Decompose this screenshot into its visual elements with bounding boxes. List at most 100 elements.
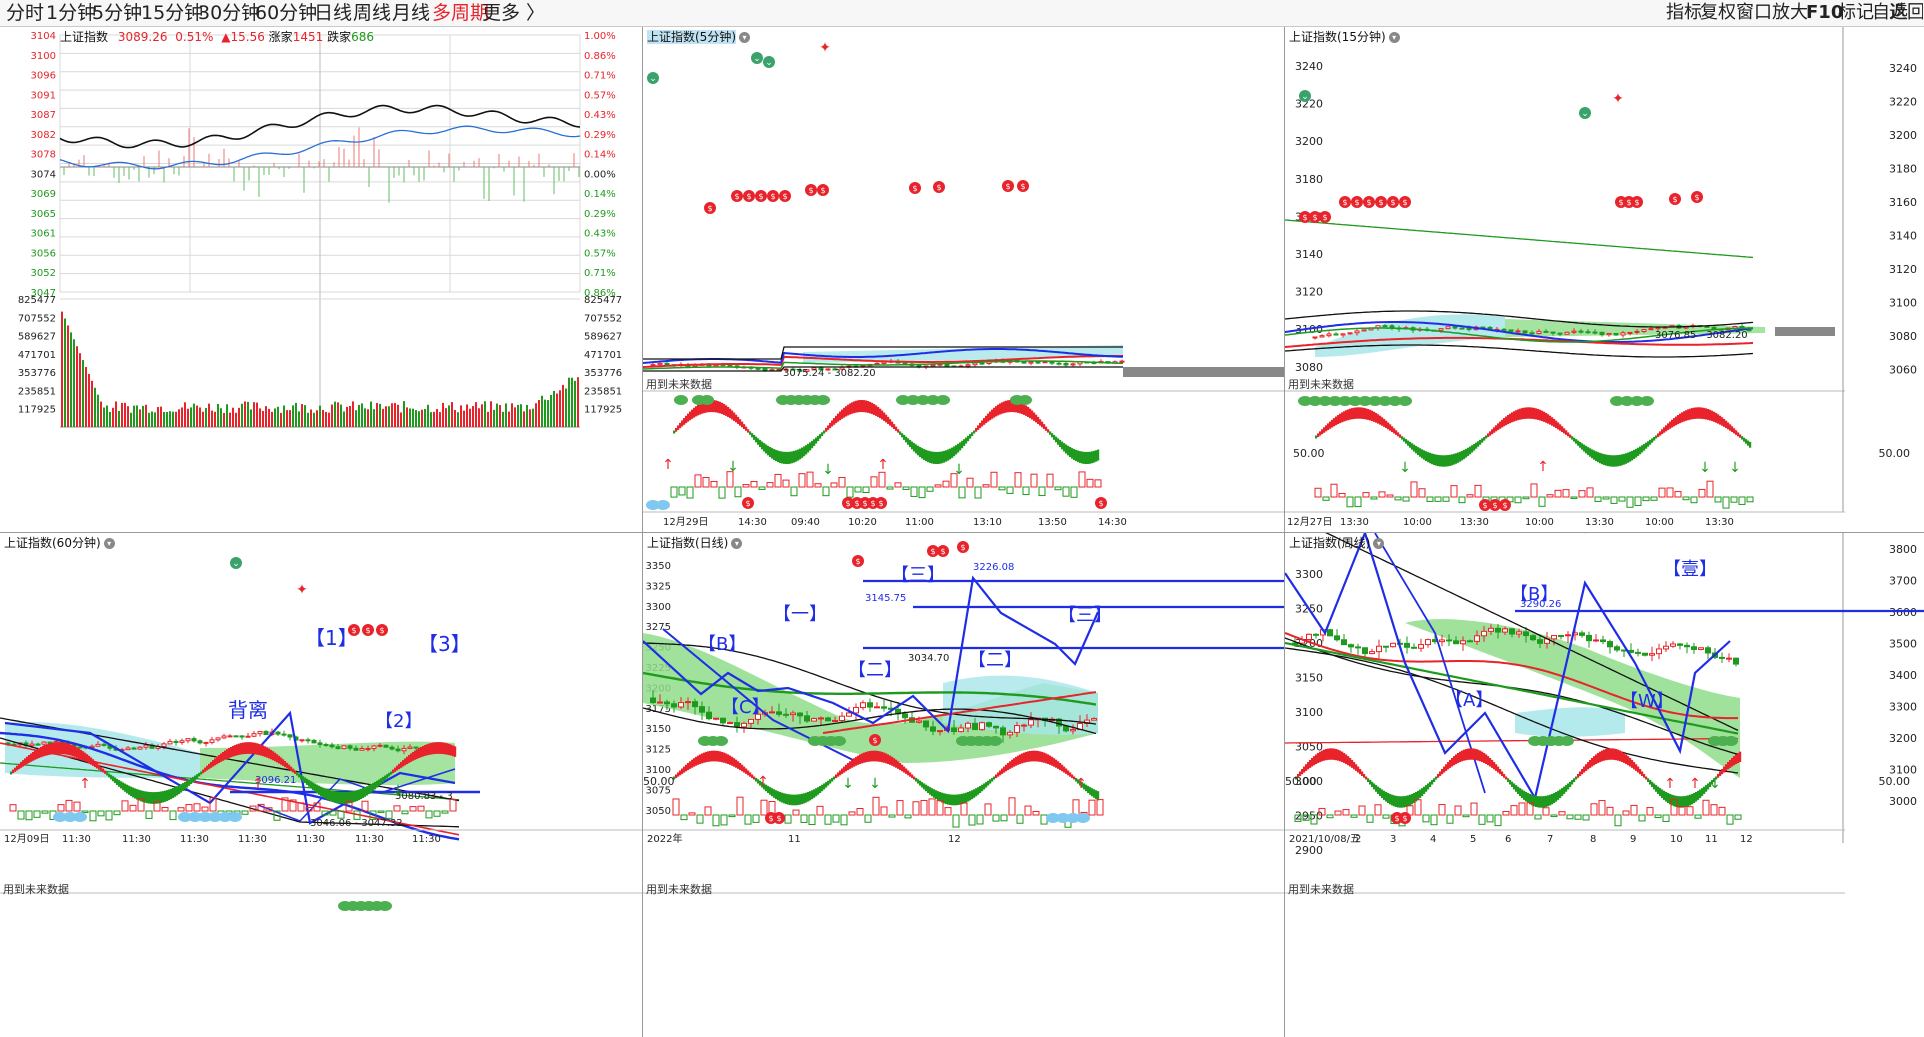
momentum-ribbon-segment — [1429, 781, 1432, 788]
momentum-ribbon-segment — [1479, 439, 1482, 445]
period-tab-monthly[interactable]: 月线 — [392, 2, 431, 24]
volume-bar — [1478, 814, 1486, 825]
m60-menu-icon[interactable]: ▾ — [103, 538, 115, 549]
price-axis-label: 3104 — [31, 31, 56, 42]
volume-bar — [854, 486, 862, 493]
period-tab-15min[interactable]: 15分钟 — [141, 2, 204, 24]
momentum-ribbon-segment — [677, 425, 680, 430]
sell-signal-icon — [1363, 196, 1375, 208]
back-button[interactable]: 返回 — [1889, 2, 1923, 23]
volume-bar — [369, 810, 377, 820]
momentum-ribbon-segment — [446, 743, 449, 755]
watchlist-button[interactable]: 自选 — [1872, 2, 1908, 23]
mark-button[interactable]: 标记 — [1838, 2, 1874, 23]
tick-chart-panel[interactable]: 上证指数 3089.26 0.51% ▲15.56 涨家1451 跌家686 3… — [0, 27, 643, 533]
period-tab-5min[interactable]: 5分钟 — [92, 2, 143, 24]
period-tab-1min[interactable]: 1分钟 — [46, 2, 97, 24]
candle-body — [1522, 330, 1528, 334]
m5-chart-panel[interactable]: 上证指数(5分钟) ▾ 3075.24 - 3082.20 ⌄ ⌄ ✦ $ $ $ $ $ $ $ $ $… — [643, 27, 1285, 533]
momentum-ribbon-segment — [931, 451, 934, 464]
blue-signal-icon — [1056, 813, 1070, 823]
indicator-button[interactable]: 指标 — [1666, 2, 1702, 23]
momentum-ribbon-segment — [985, 415, 988, 424]
sell-signal-icon — [805, 184, 817, 196]
price-axis-label: 3200 — [1889, 129, 1917, 142]
candle-body — [1684, 644, 1690, 648]
time-axis-label: 13:50 — [1038, 517, 1067, 528]
period-tab-multi[interactable]: 多周期 — [432, 2, 490, 24]
window-button[interactable]: 窗口 — [1736, 2, 1772, 23]
momentum-ribbon-segment — [807, 443, 810, 453]
week-menu-icon[interactable]: ▾ — [1373, 538, 1385, 549]
momentum-ribbon-segment — [1613, 748, 1616, 760]
ok-signal-icon — [1610, 396, 1624, 406]
volume-bar — [1334, 810, 1342, 816]
momentum-ribbon-segment — [338, 791, 341, 804]
momentum-ribbon-segment — [394, 767, 397, 772]
volume-axis-label: 707552 — [18, 313, 56, 324]
momentum-ribbon-segment — [789, 794, 792, 806]
m15-menu-icon[interactable]: ▾ — [1388, 32, 1400, 43]
period-tab-weekly[interactable]: 周线 — [353, 2, 392, 24]
momentum-ribbon-segment — [911, 441, 914, 450]
m5-menu-icon[interactable]: ▾ — [739, 32, 750, 43]
momentum-ribbon-segment — [827, 780, 830, 786]
day-menu-icon[interactable]: ▾ — [731, 538, 743, 549]
sell-signal-icon — [1691, 191, 1703, 203]
period-tab-daily[interactable]: 日线 — [314, 2, 353, 24]
momentum-ribbon-segment — [142, 790, 145, 803]
momentum-ribbon-segment — [715, 400, 718, 413]
momentum-ribbon-segment — [1019, 401, 1022, 414]
sell-signal-glyph: $ — [758, 192, 763, 201]
candle-body — [699, 706, 705, 713]
momentum-ribbon-segment — [759, 780, 762, 786]
momentum-ribbon-segment — [1441, 455, 1444, 467]
volume-axis-label: 471701 — [584, 350, 622, 361]
volume-bar — [968, 814, 976, 826]
period-tab-60min[interactable]: 60分钟 — [255, 2, 318, 24]
buy-signal-glyph: ⌄ — [1301, 92, 1309, 102]
volume-bar — [1678, 806, 1686, 816]
week-chart-panel[interactable]: 上证指数(周线) ▾ 3300 3250 3200 3150 3100 3050 3000 29… — [1285, 533, 1924, 1037]
adjust-button[interactable]: 复权 — [1700, 2, 1736, 23]
zoom-button[interactable]: 放大 — [1772, 2, 1808, 23]
volume-bar — [1374, 804, 1382, 816]
momentum-ribbon-segment — [150, 792, 153, 804]
candle-body — [1649, 653, 1655, 656]
f10-button[interactable]: F10 — [1806, 2, 1844, 23]
momentum-ribbon-segment — [845, 764, 848, 772]
day-chart-panel[interactable]: 上证指数(日线)▾ 335033253300327532503225320031… — [643, 533, 1285, 1037]
price-axis-label: 2900 — [1295, 844, 1323, 857]
period-tab-tick[interactable]: 分时 — [6, 2, 45, 24]
momentum-ribbon-segment — [1651, 438, 1654, 443]
volume-bar — [441, 810, 449, 814]
butterfly-icon: ✦ — [296, 582, 308, 598]
momentum-ribbon-segment — [1645, 442, 1648, 449]
momentum-ribbon-segment — [717, 401, 720, 413]
momentum-ribbon-segment — [1619, 454, 1622, 466]
momentum-ribbon-segment — [434, 742, 437, 755]
momentum-ribbon-segment — [1653, 436, 1656, 441]
sell-signal-glyph: $ — [770, 192, 775, 201]
momentum-ribbon-segment — [1331, 748, 1334, 760]
momentum-ribbon-segment — [775, 449, 778, 462]
candle-body — [1488, 627, 1494, 632]
m15-chart-panel[interactable]: 上证指数(15分钟)▾ 3240322032003180316031403120… — [1285, 27, 1924, 533]
momentum-ribbon-segment — [54, 742, 57, 755]
momentum-ribbon-segment — [807, 791, 810, 802]
candle-body — [790, 368, 796, 371]
momentum-ribbon-segment — [849, 761, 852, 769]
volume-bar — [798, 473, 806, 488]
momentum-ribbon-segment — [1377, 786, 1380, 794]
momentum-ribbon-segment — [396, 765, 399, 771]
time-axis-label: 9 — [1630, 834, 1636, 845]
momentum-ribbon-segment — [398, 763, 401, 770]
period-tab-more[interactable]: 更多 〉 — [482, 2, 546, 24]
momentum-ribbon-segment — [913, 776, 916, 780]
period-tab-30min[interactable]: 30分钟 — [198, 2, 261, 24]
candle-body — [1508, 329, 1514, 332]
m60-chart-panel[interactable]: 上证指数(60分钟) ▾ 3096.21 3046.06 - 3047.32 3080… — [0, 533, 643, 1037]
momentum-ribbon-segment — [64, 742, 67, 755]
price-axis-label: 3240 — [1889, 62, 1917, 75]
tick-header: 上证指数 3089.26 0.51% ▲15.56 涨家1451 跌家686 — [60, 28, 374, 45]
